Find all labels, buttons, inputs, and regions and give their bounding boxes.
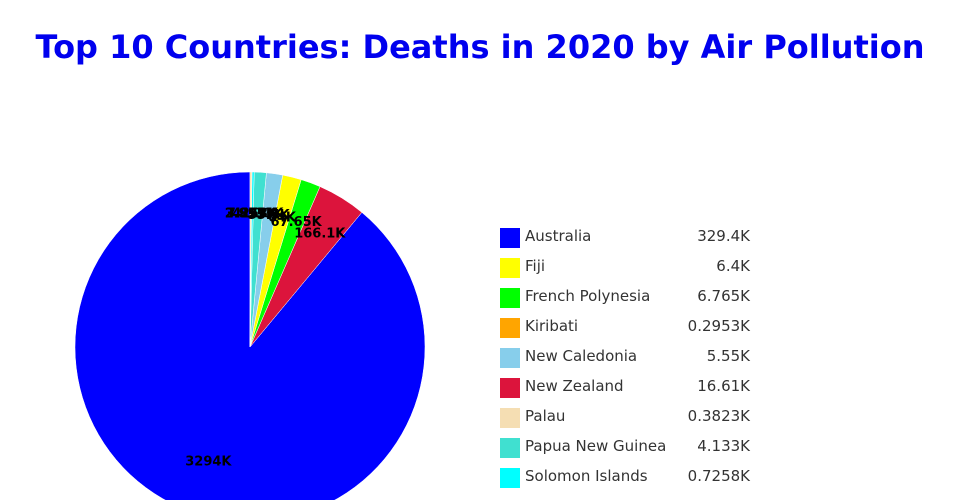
chart-title: Top 10 Countries: Deaths in 2020 by Air … xyxy=(35,28,925,66)
legend-label: Kiribati xyxy=(525,317,579,335)
pie-slice-kiribati[interactable] xyxy=(249,171,252,348)
legend-value: 0.3823K xyxy=(687,407,750,425)
legend-swatch xyxy=(500,348,520,368)
legend-swatch xyxy=(500,468,520,488)
legend-swatch xyxy=(500,228,520,248)
legend-label: Solomon Islands xyxy=(525,467,648,485)
legend-label: Australia xyxy=(525,227,592,245)
legend-value: 6.765K xyxy=(697,287,750,305)
legend-swatch xyxy=(500,438,520,458)
legend-swatch xyxy=(500,288,520,308)
legend-label: Papua New Guinea xyxy=(525,437,667,455)
legend-swatch xyxy=(500,408,520,428)
slice-label-papua-new-guinea: 41.33K xyxy=(232,207,284,222)
slice-label-new-zealand: 166.1K xyxy=(294,226,346,241)
legend-value: 5.55K xyxy=(706,347,750,365)
legend-item-new-caledonia[interactable]: New Caledonia 5.55K xyxy=(500,344,760,374)
legend-value: 4.133K xyxy=(697,437,750,455)
legend-item-solomon-islands[interactable]: Solomon Islands 0.7258K xyxy=(500,464,760,494)
legend-swatch xyxy=(500,258,520,278)
legend-label: Palau xyxy=(525,407,566,425)
legend-label: New Zealand xyxy=(525,377,624,395)
legend-item-french-polynesia[interactable]: French Polynesia 6.765K xyxy=(500,284,760,314)
legend-value: 329.4K xyxy=(697,227,750,245)
slice-label-new-caledonia: 55.5K xyxy=(248,208,291,223)
legend: Australia 329.4K Fiji 6.4K French Polynesia 6… xyxy=(500,224,760,494)
slice-label-palau: 3.823K xyxy=(225,207,277,222)
legend-item-kiribati[interactable]: Kiribati 0.2953K xyxy=(500,314,760,344)
slice-label-french-polynesia: 67.65K xyxy=(271,215,323,230)
legend-value: 0.7258K xyxy=(687,467,750,485)
legend-item-palau[interactable]: Palau 0.3823K xyxy=(500,404,760,434)
legend-label: French Polynesia xyxy=(525,287,651,305)
legend-item-australia[interactable]: Australia 329.4K xyxy=(500,224,760,254)
slice-label-fiji: 64K xyxy=(268,210,297,225)
legend-label: Fiji xyxy=(525,257,546,275)
slice-label-solomon-islands: 7.258K xyxy=(227,207,279,222)
legend-item-new-zealand[interactable]: New Zealand 16.61K xyxy=(500,374,760,404)
legend-item-fiji[interactable]: Fiji 6.4K xyxy=(500,254,760,284)
slice-label-australia: 3294K xyxy=(185,455,232,470)
legend-label: New Caledonia xyxy=(525,347,638,365)
legend-value: 0.2953K xyxy=(687,317,750,335)
slice-label-kiribati: 2.953K xyxy=(225,207,277,222)
legend-item-papua-new-guinea[interactable]: Papua New Guinea 4.133K xyxy=(500,434,760,464)
legend-swatch xyxy=(500,318,520,338)
legend-swatch xyxy=(500,378,520,398)
legend-value: 16.61K xyxy=(697,377,750,395)
legend-value: 6.4K xyxy=(716,257,750,275)
